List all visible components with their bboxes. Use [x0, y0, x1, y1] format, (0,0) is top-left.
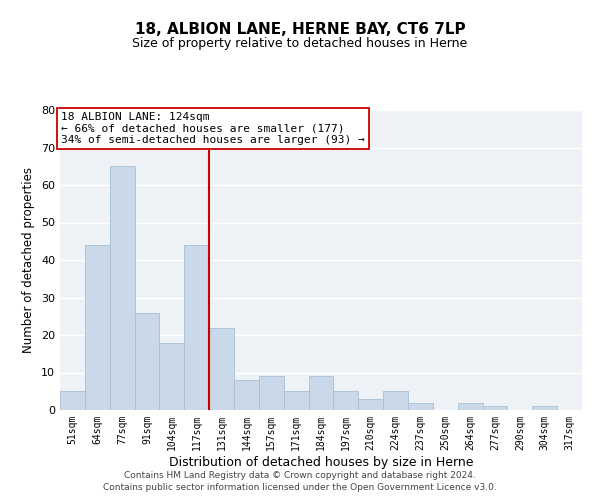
Text: Contains HM Land Registry data © Crown copyright and database right 2024.: Contains HM Land Registry data © Crown c… [124, 471, 476, 480]
Bar [259, 376, 284, 410]
Bar [482, 406, 508, 410]
Bar [85, 245, 110, 410]
Bar [458, 402, 482, 410]
Bar [308, 376, 334, 410]
Bar [358, 399, 383, 410]
Text: Size of property relative to detached houses in Herne: Size of property relative to detached ho… [133, 38, 467, 51]
Bar [209, 328, 234, 410]
Bar [184, 245, 209, 410]
Bar [408, 402, 433, 410]
Bar [110, 166, 134, 410]
Bar [60, 391, 85, 410]
Bar [532, 406, 557, 410]
Y-axis label: Number of detached properties: Number of detached properties [22, 167, 35, 353]
Bar [160, 342, 184, 410]
Bar [383, 391, 408, 410]
Text: Contains public sector information licensed under the Open Government Licence v3: Contains public sector information licen… [103, 484, 497, 492]
Text: 18, ALBION LANE, HERNE BAY, CT6 7LP: 18, ALBION LANE, HERNE BAY, CT6 7LP [134, 22, 466, 38]
Bar [134, 312, 160, 410]
X-axis label: Distribution of detached houses by size in Herne: Distribution of detached houses by size … [169, 456, 473, 468]
Bar [284, 391, 308, 410]
Bar [234, 380, 259, 410]
Bar [334, 391, 358, 410]
Text: 18 ALBION LANE: 124sqm
← 66% of detached houses are smaller (177)
34% of semi-de: 18 ALBION LANE: 124sqm ← 66% of detached… [61, 112, 365, 145]
